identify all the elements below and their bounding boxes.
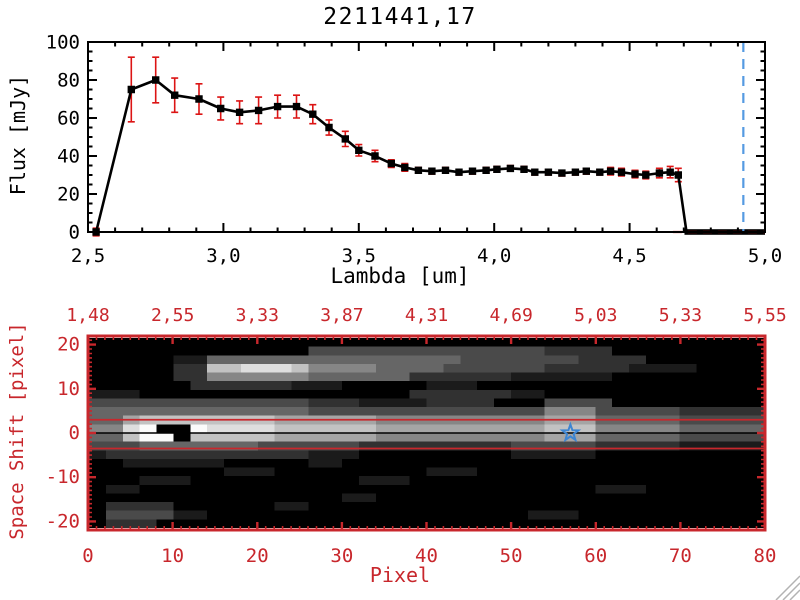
- wavelength-tick-label: 3,87: [320, 305, 363, 326]
- top-plot-ytick-labels: 0 20 40 60 80 100: [46, 32, 80, 244]
- xtick-label: 3,5: [342, 245, 376, 267]
- pixel-tick-label: 0: [82, 545, 93, 567]
- pixel-tick-label: 60: [584, 545, 607, 567]
- ytick-label: 60: [57, 108, 80, 130]
- wavelength-tick-label: 5,03: [574, 305, 617, 326]
- pixel-axis-label: Pixel: [369, 563, 431, 587]
- ytick-label: 40: [57, 146, 80, 168]
- wavelength-tick-label: 1,48: [66, 305, 109, 326]
- xtick-label: 3,0: [206, 245, 240, 267]
- data-markers: [92, 76, 682, 236]
- spectrum-line: [94, 78, 765, 234]
- ytick-label: 80: [57, 70, 80, 92]
- wavelength-tick-label: 3,33: [236, 305, 279, 326]
- pixel-tick-label: 10: [161, 545, 184, 567]
- xtick-label: 2,5: [71, 245, 105, 267]
- ytick-label: 20: [57, 184, 80, 206]
- image-ytick-labels: 20 10 0 -10 -20: [46, 334, 80, 533]
- wavelength-tick-label: 2,55: [151, 305, 194, 326]
- top-plot-xtick-labels: 2,5 3,0 3,5 4,0 4,5 5,0: [71, 245, 782, 267]
- xtick-label: 4,0: [477, 245, 511, 267]
- lambda-axis-label: Lambda [um]: [330, 264, 470, 288]
- wavelength-tick-label: 4,31: [405, 305, 448, 326]
- pixel-tick-label: 30: [330, 545, 353, 567]
- image-frame-major-ticks: [86, 336, 767, 530]
- pixel-tick-label: 50: [500, 545, 523, 567]
- top-plot-frame: [87, 41, 766, 233]
- resize-grip: [775, 575, 800, 600]
- image-top-wavelength-labels: 1,48 2,55 3,33 3,87 4,31 4,69 5,03 5,33 5,55: [66, 305, 786, 326]
- pixel-tick-label: 20: [246, 545, 269, 567]
- image-xtick-labels: 0 10 20 30 40 50 60 70 80: [82, 545, 776, 567]
- plot-title: 2211441,17: [323, 4, 477, 30]
- wavelength-tick-label: 4,69: [489, 305, 532, 326]
- pixel-tick-label: 80: [754, 545, 777, 567]
- pixel-tick-label: 70: [669, 545, 692, 567]
- xtick-label: 5,0: [748, 245, 782, 267]
- shift-tick-label: 10: [57, 378, 80, 400]
- target-star-marker: [559, 421, 582, 443]
- image-frame-minor-ticks: [88, 336, 765, 530]
- ytick-label: 100: [46, 32, 80, 54]
- ytick-label: 0: [69, 222, 80, 244]
- shift-tick-label: -10: [46, 466, 80, 488]
- pixel-tick-label: 40: [415, 545, 438, 567]
- top-plot-ticks: [87, 41, 766, 233]
- wavelength-tick-label: 5,55: [743, 305, 786, 326]
- shift-tick-label: 0: [69, 422, 80, 444]
- wavelength-tick-label: 5,33: [659, 305, 702, 326]
- shift-tick-label: -20: [46, 510, 80, 532]
- xtick-label: 4,5: [612, 245, 646, 267]
- error-bars: [92, 56, 682, 237]
- shift-tick-label: 20: [57, 334, 80, 356]
